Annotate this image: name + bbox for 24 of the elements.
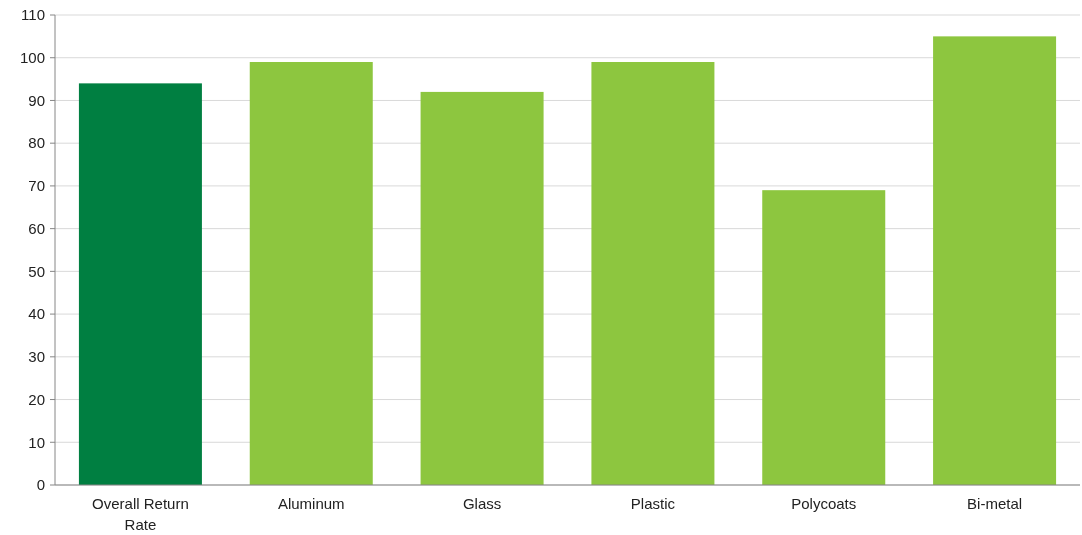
- x-tick-label: Aluminum: [277, 495, 345, 512]
- bar: [591, 62, 715, 485]
- x-tick-label: Glass: [462, 495, 502, 512]
- y-tick-label: 70: [28, 177, 45, 195]
- bar: [933, 36, 1057, 485]
- x-tick-label: Plastic: [630, 495, 676, 512]
- y-tick-label: 50: [28, 262, 45, 280]
- y-tick-label: 80: [28, 134, 45, 152]
- y-tick-label: 0: [36, 476, 45, 494]
- y-tick-label: 100: [19, 48, 45, 66]
- bar: [762, 190, 886, 485]
- bar: [420, 91, 544, 485]
- y-tick-label: 90: [28, 91, 45, 109]
- x-tick-label: Bi-metal: [967, 495, 1023, 512]
- y-tick-label: 110: [21, 6, 45, 24]
- bar: [249, 62, 373, 485]
- y-tick-label: 60: [28, 219, 45, 237]
- x-tick-label: Polycoats: [791, 495, 857, 512]
- x-tick-label: Overall Return Rate: [92, 495, 189, 533]
- y-tick-label: 40: [28, 305, 45, 323]
- y-tick-label: 20: [28, 390, 45, 408]
- y-tick-label: 10: [28, 433, 45, 451]
- bar: [78, 83, 202, 485]
- y-tick-label: 30: [28, 348, 45, 366]
